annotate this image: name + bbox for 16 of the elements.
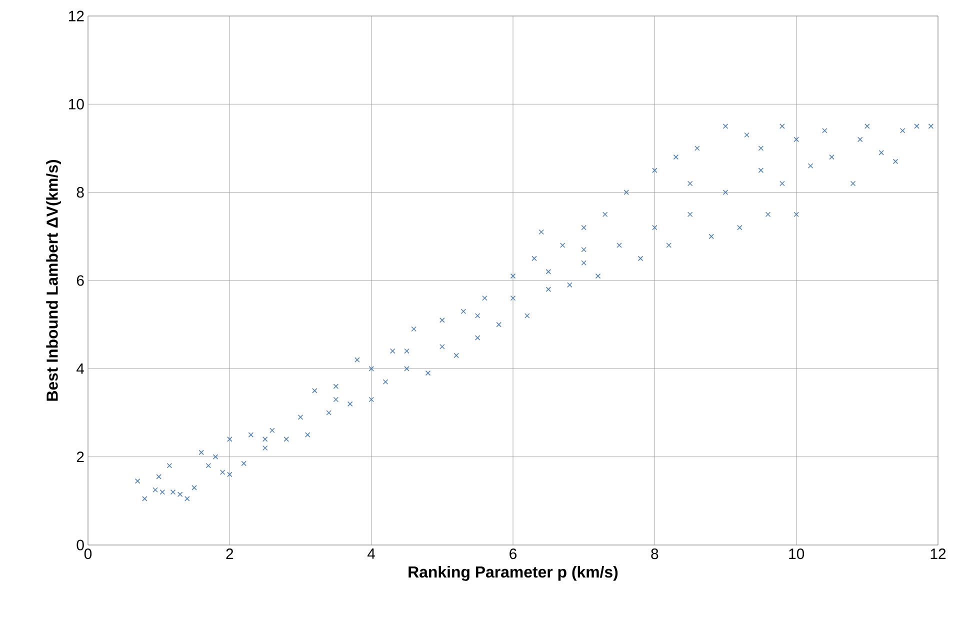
x-tick-label: 2 (226, 548, 234, 559)
x-axis-title: Ranking Parameter p (km/s) (408, 566, 618, 581)
y-tick-label: 2 (76, 452, 84, 462)
x-tick-label: 0 (84, 548, 92, 560)
y-tick-label: 8 (76, 187, 84, 198)
x-tick-label: 4 (368, 548, 376, 559)
y-tick-label: 6 (76, 275, 84, 286)
x-tick-label: 10 (789, 548, 804, 560)
y-tick-label: 10 (69, 98, 84, 110)
y-tick-label: 0 (76, 540, 84, 550)
x-tick-label: 6 (510, 548, 517, 560)
y-tick-label: 4 (76, 364, 84, 374)
x-tick-label: 12 (930, 548, 946, 559)
y-tick-label: 12 (69, 10, 84, 22)
x-tick-label: 8 (651, 548, 658, 560)
y-axis-title: Best Inbound Lambert ΔV(km/s) (46, 160, 62, 401)
